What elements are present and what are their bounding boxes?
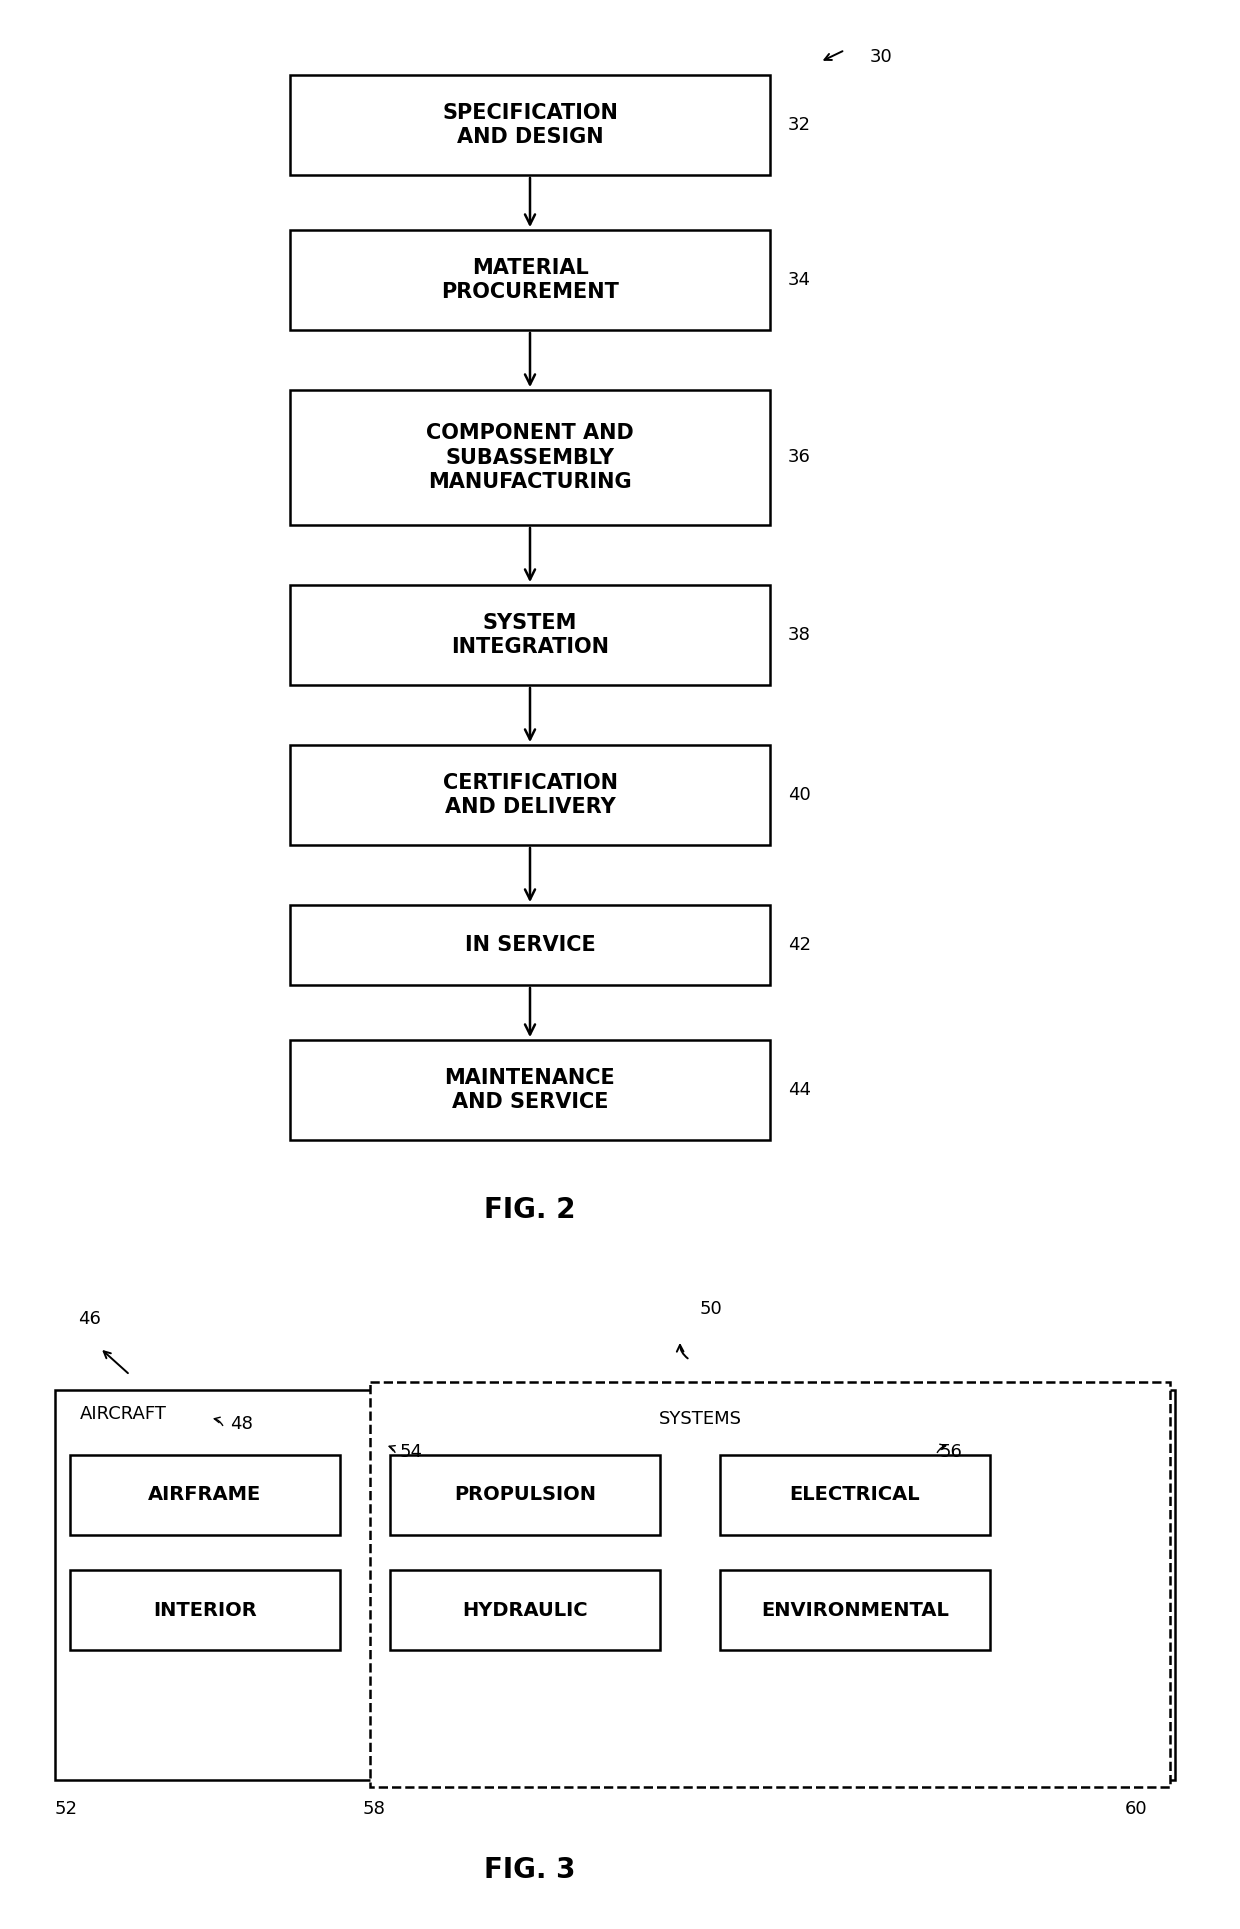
Text: 60: 60 [1125, 1800, 1148, 1817]
Text: 38: 38 [787, 627, 811, 644]
Text: ELECTRICAL: ELECTRICAL [790, 1485, 920, 1505]
Text: IN SERVICE: IN SERVICE [465, 936, 595, 955]
Text: 54: 54 [401, 1443, 423, 1460]
Text: 30: 30 [870, 48, 893, 66]
Bar [720, 1570, 990, 1649]
Bar [290, 905, 770, 986]
Text: CERTIFICATION
AND DELIVERY: CERTIFICATION AND DELIVERY [443, 774, 618, 818]
Bar [290, 75, 770, 176]
Text: MAINTENANCE
AND SERVICE: MAINTENANCE AND SERVICE [445, 1067, 615, 1113]
Text: 44: 44 [787, 1080, 811, 1100]
Bar [391, 1454, 660, 1535]
Text: AIRFRAME: AIRFRAME [149, 1485, 262, 1505]
Text: 42: 42 [787, 936, 811, 955]
Bar [290, 1040, 770, 1140]
Text: MATERIAL
PROCUREMENT: MATERIAL PROCUREMENT [441, 258, 619, 303]
Text: 58: 58 [363, 1800, 386, 1817]
Bar [720, 1454, 990, 1535]
Text: ENVIRONMENTAL: ENVIRONMENTAL [761, 1601, 949, 1620]
Text: 46: 46 [78, 1310, 100, 1327]
Text: 36: 36 [787, 449, 811, 467]
Bar [290, 745, 770, 845]
Text: PROPULSION: PROPULSION [454, 1485, 596, 1505]
Bar [391, 1570, 660, 1649]
Text: 52: 52 [55, 1800, 78, 1817]
Text: 34: 34 [787, 270, 811, 289]
Text: FIG. 3: FIG. 3 [485, 1856, 575, 1885]
Text: FIG. 2: FIG. 2 [485, 1196, 575, 1225]
Text: SYSTEMS: SYSTEMS [658, 1410, 742, 1427]
Text: SPECIFICATION
AND DESIGN: SPECIFICATION AND DESIGN [443, 102, 618, 147]
Text: AIRCRAFT: AIRCRAFT [81, 1404, 167, 1424]
Bar [370, 1381, 1171, 1786]
Text: SYSTEM
INTEGRATION: SYSTEM INTEGRATION [451, 613, 609, 658]
Bar [69, 1570, 340, 1649]
Bar [290, 390, 770, 525]
Text: HYDRAULIC: HYDRAULIC [463, 1601, 588, 1620]
Text: 50: 50 [701, 1300, 723, 1318]
Text: 40: 40 [787, 785, 811, 804]
Text: 32: 32 [787, 116, 811, 133]
Bar [290, 230, 770, 330]
Bar [290, 584, 770, 685]
Text: INTERIOR: INTERIOR [153, 1601, 257, 1620]
Bar [55, 1391, 1176, 1780]
Text: 48: 48 [229, 1416, 253, 1433]
Bar [69, 1454, 340, 1535]
Text: COMPONENT AND
SUBASSEMBLY
MANUFACTURING: COMPONENT AND SUBASSEMBLY MANUFACTURING [427, 422, 634, 492]
Text: 56: 56 [940, 1443, 963, 1460]
